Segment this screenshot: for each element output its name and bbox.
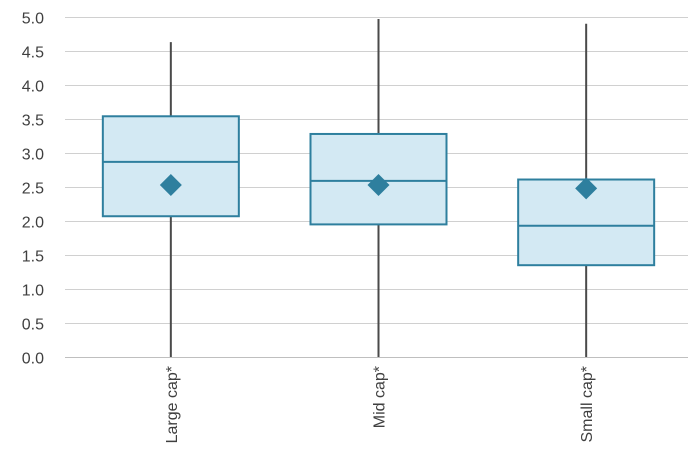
mean-marker [159, 173, 182, 196]
y-tick-label: 0.0 [22, 351, 44, 368]
y-axis-tick-labels: 0.0 0.5 1.0 1.5 2.0 2.5 3.0 3.5 4.0 4.5 5.0 [22, 11, 44, 368]
box-group [517, 23, 656, 357]
box-plot-series [101, 19, 656, 357]
y-tick-label: 2.5 [22, 181, 44, 198]
y-tick-label: 3.0 [22, 147, 44, 164]
mean-marker [367, 173, 390, 196]
y-tick-label: 0.5 [22, 317, 44, 334]
y-tick-label: 4.0 [22, 79, 44, 96]
y-tick-label: 4.5 [22, 45, 44, 62]
y-tick-label: 5.0 [22, 11, 44, 28]
y-tick-label: 2.0 [22, 215, 44, 232]
box-group [309, 19, 448, 357]
box-group [101, 42, 240, 357]
y-tick-label: 3.5 [22, 113, 44, 130]
x-axis-category-labels: Large cap* Mid cap* Small cap* [164, 366, 596, 443]
y-tick-label: 1.5 [22, 249, 44, 266]
category-label: Mid cap* [372, 366, 389, 428]
category-label: Large cap* [164, 366, 181, 443]
y-tick-label: 1.0 [22, 283, 44, 300]
mean-marker [575, 177, 598, 200]
box-iqr [101, 115, 240, 218]
category-label: Small cap* [579, 366, 596, 442]
